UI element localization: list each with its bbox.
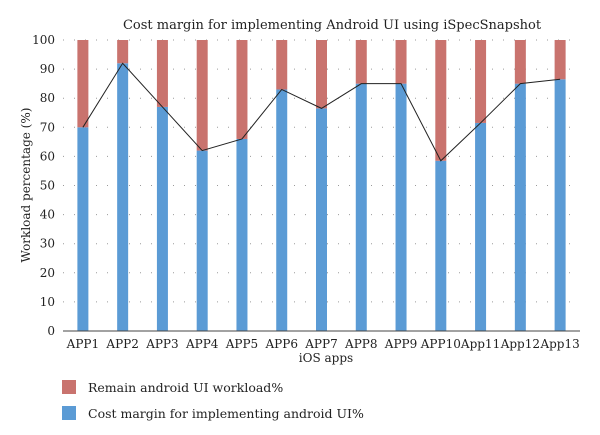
y-tick-label: 60 xyxy=(40,149,55,163)
bar-cost-APP4 xyxy=(196,150,208,331)
x-tick-label: APP4 xyxy=(185,337,219,351)
bar-cost-APP5 xyxy=(236,138,248,331)
y-tick-label: 40 xyxy=(40,208,55,222)
x-tick-labels: APP1 APP2 APP3 APP4 APP5 APP6 APP7 APP8 APP9 APP1… xyxy=(66,337,580,351)
bar-chart: Cost margin for implementing Android UI … xyxy=(19,18,580,365)
bar-remain-APP4 xyxy=(196,40,208,151)
bar-cost-APP2 xyxy=(117,63,129,331)
legend-item-remain: Remain android UI workload% xyxy=(62,374,364,400)
bar-remain-APP10 xyxy=(435,40,447,161)
bar-cost-APP9 xyxy=(395,83,407,332)
bar-remain-App13 xyxy=(554,40,566,80)
bars xyxy=(77,40,566,332)
bar-remain-APP6 xyxy=(276,40,288,90)
x-axis-label: iOS apps xyxy=(299,351,353,365)
bar-remain-APP2 xyxy=(117,40,129,64)
bar-remain-APP3 xyxy=(156,40,168,107)
bar-remain-APP9 xyxy=(395,40,407,84)
x-tick-label: APP1 xyxy=(66,337,99,351)
y-tick-label: 90 xyxy=(40,62,55,76)
legend-item-cost: Cost margin for implementing android UI% xyxy=(62,400,364,426)
bar-cost-APP7 xyxy=(316,108,327,331)
y-tick-label: 30 xyxy=(40,237,55,251)
y-tick-labels: 0 10 20 30 40 50 60 70 80 90 100 xyxy=(32,33,55,338)
x-tick-label: APP5 xyxy=(225,337,258,351)
bar-remain-APP1 xyxy=(77,40,89,128)
y-tick-label: 50 xyxy=(40,179,55,193)
y-tick-label: 10 xyxy=(40,295,55,309)
bar-remain-App12 xyxy=(514,40,526,84)
y-tick-label: 80 xyxy=(40,91,55,105)
x-tick-label: APP9 xyxy=(384,337,417,351)
bar-cost-APP10 xyxy=(435,160,447,331)
x-tick-label: App11 xyxy=(460,337,500,351)
bar-cost-App13 xyxy=(554,79,566,331)
x-tick-label: App12 xyxy=(500,337,540,351)
chart-title: Cost margin for implementing Android UI … xyxy=(123,18,542,33)
bar-cost-APP1 xyxy=(77,127,89,331)
x-tick-label: APP7 xyxy=(304,337,337,351)
y-tick-label: 100 xyxy=(32,33,55,47)
bar-remain-APP8 xyxy=(355,40,367,84)
bar-remain-APP7 xyxy=(316,40,327,109)
bar-cost-APP8 xyxy=(355,83,367,332)
legend: Remain android UI workload% Cost margin … xyxy=(62,374,364,426)
bar-remain-App11 xyxy=(475,40,487,123)
bar-remain-APP5 xyxy=(236,40,248,139)
bar-cost-APP6 xyxy=(276,89,288,331)
bar-cost-App12 xyxy=(514,83,526,332)
trend-line xyxy=(82,62,561,162)
x-tick-label: APP3 xyxy=(145,337,178,351)
y-axis-label: Workload percentage (%) xyxy=(19,108,33,263)
legend-label-remain: Remain android UI workload% xyxy=(88,379,284,395)
x-tick-label: APP8 xyxy=(344,337,377,351)
y-tick-label: 70 xyxy=(40,120,55,134)
legend-swatch-remain xyxy=(62,380,76,394)
x-tick-label: APP6 xyxy=(265,337,298,351)
x-tick-label: APP10 xyxy=(420,337,461,351)
legend-label-cost: Cost margin for implementing android UI% xyxy=(88,405,364,421)
y-tick-label: 0 xyxy=(47,324,55,338)
bar-cost-APP3 xyxy=(156,106,168,332)
bar-cost-App11 xyxy=(475,122,487,331)
y-tick-label: 20 xyxy=(40,266,55,280)
x-tick-label: APP2 xyxy=(105,337,138,351)
legend-swatch-cost xyxy=(62,406,76,420)
x-tick-label: App13 xyxy=(539,337,579,351)
